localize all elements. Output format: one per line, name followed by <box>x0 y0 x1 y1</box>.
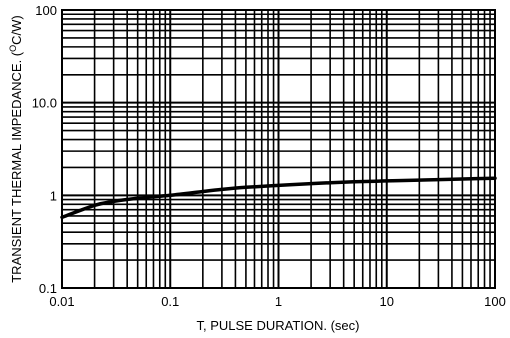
x-tick-label: 10 <box>380 294 394 309</box>
y-axis-label: TRANSIENT THERMAL IMPEDANCE. (OC/W) <box>8 15 24 283</box>
series-line <box>60 176 497 220</box>
x-axis-label: T, PULSE DURATION. (sec) <box>196 318 359 333</box>
x-tick-label: 0.1 <box>161 294 179 309</box>
y-tick-label: 0.1 <box>39 281 57 296</box>
y-axis-label-superscript: O <box>8 45 18 52</box>
y-axis-label-suffix: C/W) <box>9 15 24 45</box>
y-tick-label: 10.0 <box>32 96 57 111</box>
x-tick-labels: 0.01 0.1 1 10 100 <box>49 294 506 309</box>
y-axis-label-prefix: TRANSIENT THERMAL IMPEDANCE. ( <box>9 51 24 283</box>
grid <box>61 10 495 289</box>
y-tick-label: 1 <box>50 188 57 203</box>
plot-frame <box>61 9 496 289</box>
y-tick-labels: 0.1 1 10.0 100 <box>32 3 57 296</box>
series-group <box>60 176 497 220</box>
x-tick-label: 1 <box>275 294 282 309</box>
y-tick-label: 100 <box>35 3 57 18</box>
x-tick-label: 0.01 <box>49 294 74 309</box>
x-tick-label: 100 <box>484 294 506 309</box>
